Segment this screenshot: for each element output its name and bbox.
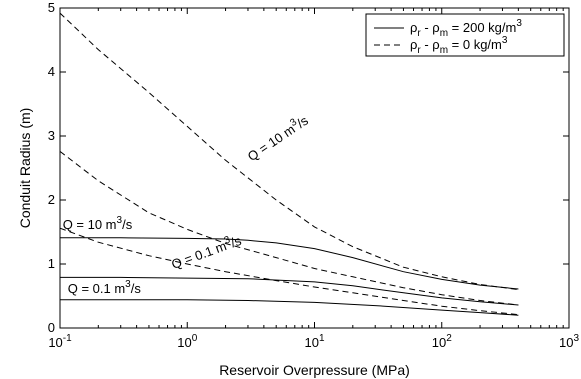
y-tick-label: 0 [48,320,55,335]
y-tick-label: 3 [48,128,55,143]
x-tick-label: 101 [304,333,324,350]
series-line-solid-0 [60,237,519,290]
y-tick-label: 1 [48,256,55,271]
y-tick-label: 5 [48,0,55,15]
x-tick-label: 10-1 [48,333,72,350]
legend-box [365,13,565,57]
x-tick-label: 100 [177,333,197,350]
y-tick-label: 2 [48,192,55,207]
series-line-solid-2 [60,299,519,316]
curve-annotation: Q = 10 m3/s [63,215,133,232]
y-tick-labels: 0 1 2 3 4 5 [48,0,55,335]
legend-label: ρr - ρm = 200 kg/m3 [410,18,522,39]
tick-layer [59,7,570,329]
x-axis-label: Reservoir Overpressure (MPa) [219,362,410,378]
x-tick-label: 102 [432,333,452,350]
x-tick-labels: 10-1 100 101 102 103 [48,333,579,350]
curve-annotation: Q = 0.1 m3/s [68,279,142,296]
legend-label: ρr - ρm = 0 kg/m3 [410,35,508,56]
series-layer [59,12,519,316]
series-line-dashed-4 [59,151,519,306]
y-tick-label: 4 [48,64,55,79]
series-line-solid-1 [60,276,519,306]
y-axis-label: Conduit Radius (m) [17,108,33,229]
x-tick-label: 103 [559,333,579,350]
series-line-dashed-5 [59,227,519,316]
